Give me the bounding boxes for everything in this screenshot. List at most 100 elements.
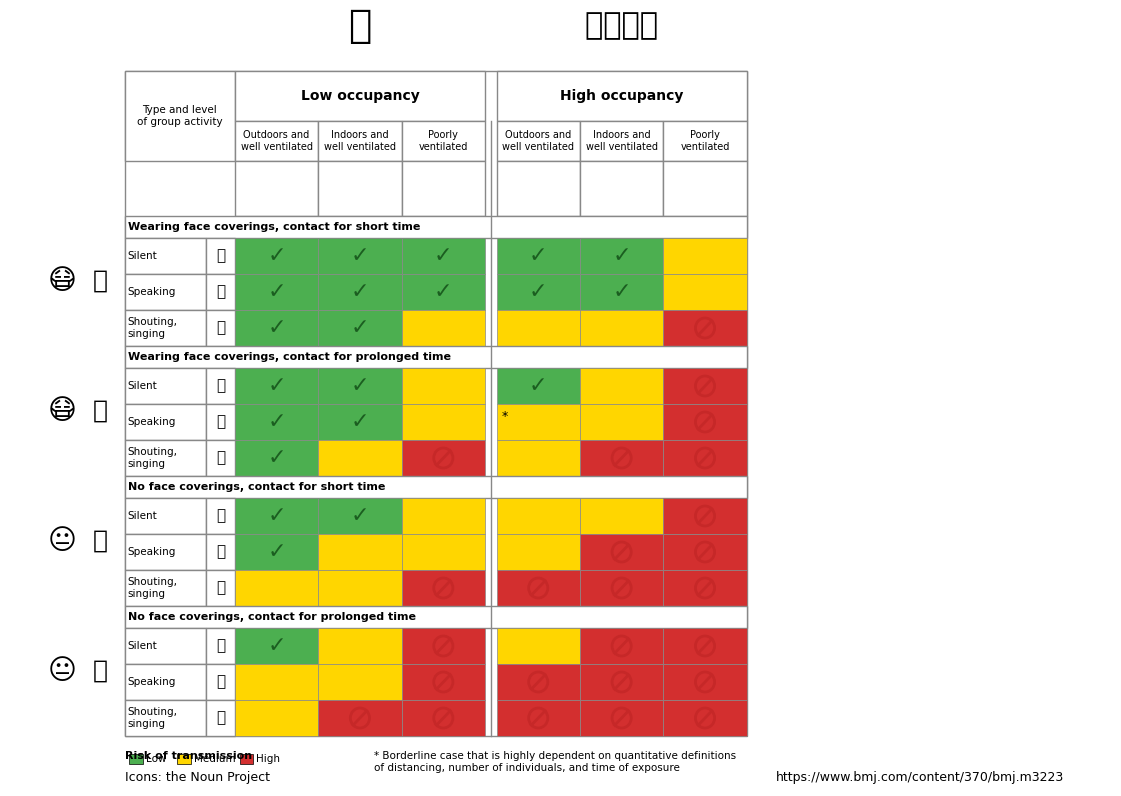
- Text: Low occupancy: Low occupancy: [300, 89, 419, 103]
- Bar: [497, 238, 580, 274]
- Text: Silent: Silent: [128, 251, 157, 261]
- Text: 🔊: 🔊: [216, 321, 225, 335]
- Text: Medium: Medium: [194, 754, 235, 764]
- Text: ✓: ✓: [267, 448, 286, 468]
- Bar: [580, 440, 664, 476]
- Bar: [206, 310, 234, 346]
- Bar: [124, 498, 206, 534]
- Bar: [234, 440, 318, 476]
- Bar: [664, 570, 747, 606]
- Bar: [497, 628, 580, 664]
- Text: 🔊: 🔊: [216, 451, 225, 466]
- Bar: [401, 700, 485, 736]
- Bar: [234, 700, 318, 736]
- Bar: [580, 700, 664, 736]
- Bar: [124, 534, 206, 570]
- Bar: [580, 570, 664, 606]
- Text: Outdoors and
well ventilated: Outdoors and well ventilated: [502, 131, 574, 152]
- Text: Speaking: Speaking: [128, 677, 176, 687]
- Bar: [664, 440, 747, 476]
- Text: No face coverings, contact for prolonged time: No face coverings, contact for prolonged…: [129, 612, 416, 622]
- Bar: [401, 440, 485, 476]
- Bar: [206, 664, 234, 700]
- Bar: [580, 161, 664, 216]
- Bar: [497, 310, 580, 346]
- Bar: [580, 310, 664, 346]
- Text: Wearing face coverings, contact for short time: Wearing face coverings, contact for shor…: [129, 222, 420, 232]
- Text: 😷: 😷: [48, 397, 76, 425]
- Text: Low: Low: [146, 754, 166, 764]
- Text: 🔊: 🔊: [216, 580, 225, 595]
- Text: No face coverings, contact for short time: No face coverings, contact for short tim…: [129, 482, 386, 492]
- Text: 🔇: 🔇: [216, 638, 225, 654]
- Bar: [497, 368, 580, 404]
- Bar: [124, 404, 206, 440]
- Bar: [497, 700, 580, 736]
- Text: Shouting,
singing: Shouting, singing: [128, 707, 177, 729]
- Text: ✓: ✓: [529, 376, 547, 396]
- Bar: [580, 274, 664, 310]
- Bar: [497, 274, 580, 310]
- Bar: [497, 404, 580, 440]
- Bar: [234, 368, 318, 404]
- Bar: [497, 71, 747, 121]
- Bar: [401, 628, 485, 664]
- Bar: [124, 238, 206, 274]
- Bar: [318, 274, 401, 310]
- Bar: [401, 274, 485, 310]
- Bar: [206, 628, 234, 664]
- Bar: [580, 664, 664, 700]
- Bar: [664, 238, 747, 274]
- Bar: [664, 121, 747, 161]
- Bar: [580, 238, 664, 274]
- Text: ✓: ✓: [267, 246, 286, 266]
- Bar: [401, 570, 485, 606]
- Bar: [318, 440, 401, 476]
- Bar: [234, 570, 318, 606]
- Bar: [124, 71, 747, 736]
- Bar: [401, 161, 485, 216]
- Bar: [497, 440, 580, 476]
- Bar: [580, 498, 664, 534]
- Bar: [234, 161, 318, 216]
- Bar: [124, 310, 206, 346]
- Bar: [497, 121, 580, 161]
- Bar: [497, 498, 580, 534]
- Bar: [318, 664, 401, 700]
- Text: ✓: ✓: [351, 282, 369, 302]
- Bar: [664, 700, 747, 736]
- Text: ⏳: ⏳: [93, 529, 108, 553]
- Bar: [177, 754, 191, 764]
- Bar: [580, 404, 664, 440]
- Text: ✓: ✓: [267, 376, 286, 396]
- Bar: [124, 440, 206, 476]
- Text: 🔊: 🔊: [216, 711, 225, 725]
- Bar: [401, 238, 485, 274]
- Bar: [401, 310, 485, 346]
- Text: 😐: 😐: [48, 527, 76, 555]
- Text: ✓: ✓: [529, 282, 547, 302]
- Text: High: High: [256, 754, 280, 764]
- Text: ✓: ✓: [351, 318, 369, 338]
- Text: Poorly
ventilated: Poorly ventilated: [418, 131, 469, 152]
- Text: ✓: ✓: [612, 246, 631, 266]
- Text: ✓: ✓: [351, 506, 369, 526]
- Text: Indoors and
well ventilated: Indoors and well ventilated: [585, 131, 658, 152]
- Bar: [318, 570, 401, 606]
- Text: Silent: Silent: [128, 641, 157, 651]
- Bar: [234, 664, 318, 700]
- Bar: [318, 238, 401, 274]
- Text: ✓: ✓: [351, 376, 369, 396]
- Bar: [124, 700, 206, 736]
- Text: Speaking: Speaking: [128, 547, 176, 557]
- Bar: [206, 404, 234, 440]
- Bar: [664, 274, 747, 310]
- Bar: [234, 404, 318, 440]
- Bar: [206, 498, 234, 534]
- Bar: [234, 238, 318, 274]
- Bar: [664, 404, 747, 440]
- Bar: [664, 664, 747, 700]
- Text: Shouting,
singing: Shouting, singing: [128, 317, 177, 339]
- Text: 😐: 😐: [48, 657, 76, 685]
- Text: 🔇: 🔇: [216, 509, 225, 524]
